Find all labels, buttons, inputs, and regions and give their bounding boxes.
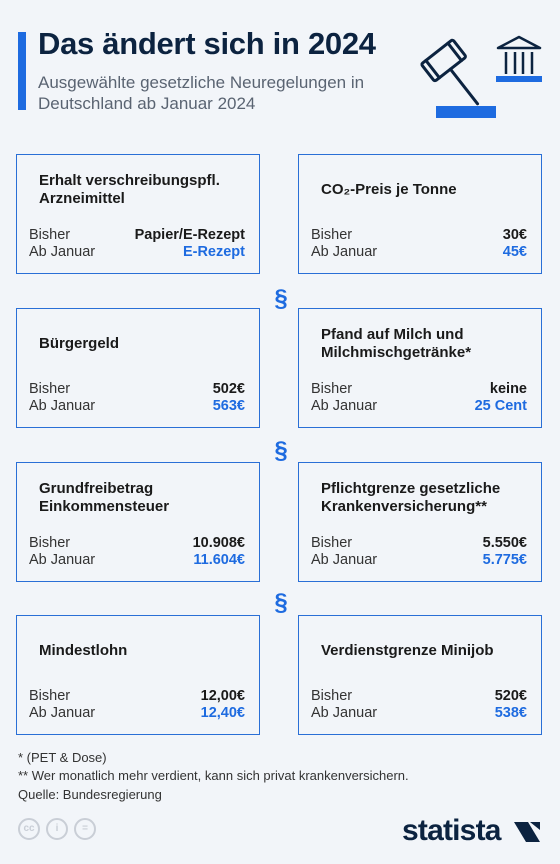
card-title: Bürgergeld xyxy=(39,335,120,352)
after-value: 538€ xyxy=(494,705,527,721)
source-note: Quelle: Bundesregierung xyxy=(18,787,162,802)
courthouse-icon xyxy=(496,35,542,82)
card-title: Pfand auf Milch und Milchmischgetränke* xyxy=(321,326,472,361)
card-prescription-drugs: Erhalt verschreibungspfl. Arzneimittel B… xyxy=(16,154,260,274)
after-value: E-Rezept xyxy=(182,244,245,260)
before-label: Bisher xyxy=(311,381,353,397)
after-label: Ab Januar xyxy=(29,244,96,260)
before-label: Bisher xyxy=(311,688,353,704)
before-label: Bisher xyxy=(311,227,353,243)
after-label: Ab Januar xyxy=(29,398,96,414)
after-value: 45€ xyxy=(502,244,527,260)
after-value: 12,40€ xyxy=(200,705,245,721)
attribution-icon[interactable]: i xyxy=(46,818,68,840)
no-derivatives-icon[interactable]: = xyxy=(74,818,96,840)
before-label: Bisher xyxy=(29,688,71,704)
page-subtitle: Ausgewählte gesetzliche Neuregelungen in… xyxy=(38,73,365,113)
after-label: Ab Januar xyxy=(311,705,378,721)
paragraph-icon: § xyxy=(274,285,288,312)
after-value: 11.604€ xyxy=(193,552,245,568)
before-label: Bisher xyxy=(29,535,71,551)
after-value: 5.775€ xyxy=(482,552,527,568)
after-value: 25 Cent xyxy=(474,398,527,414)
card-title: CO₂-Preis je Tonne xyxy=(321,181,457,198)
license-icons: cc i = xyxy=(18,818,96,840)
before-value: 12,00€ xyxy=(200,688,245,704)
statista-logo-icon[interactable] xyxy=(512,818,542,846)
title-accent-bar xyxy=(18,32,26,110)
before-value: 30€ xyxy=(502,227,527,243)
before-label: Bisher xyxy=(311,535,353,551)
after-label: Ab Januar xyxy=(29,552,96,568)
footnote-1: * (PET & Dose) xyxy=(18,750,107,765)
cc-icon[interactable]: cc xyxy=(18,818,40,840)
footnote-2: ** Wer monatlich mehr verdient, kann sic… xyxy=(18,768,409,783)
paragraph-icon: § xyxy=(274,589,288,616)
card-title: Erhalt verschreibungspfl. Arzneimittel xyxy=(39,172,220,207)
after-label: Ab Januar xyxy=(311,552,378,568)
before-value: 520€ xyxy=(494,688,527,704)
after-label: Ab Januar xyxy=(311,398,378,414)
before-value: 10.908€ xyxy=(192,535,245,551)
card-co2-price: CO₂-Preis je Tonne Bisher 30€ Ab Januar 45… xyxy=(298,154,542,274)
card-minimum-wage: Mindestlohn Bisher 12,00€ Ab Januar 12,40€ xyxy=(16,615,260,735)
page-title: Das ändert sich in 2024 xyxy=(38,26,376,61)
before-value: 5.550€ xyxy=(482,535,527,551)
before-label: Bisher xyxy=(29,227,71,243)
before-value: keine xyxy=(489,381,527,397)
before-label: Bisher xyxy=(29,381,71,397)
card-minijob-limit: Verdienstgrenze Minijob Bisher 520€ Ab Ja… xyxy=(298,615,542,735)
statista-logo[interactable]: statista xyxy=(402,814,501,847)
before-value: 502€ xyxy=(212,381,245,397)
card-title: Grundfreibetrag Einkommensteuer xyxy=(39,480,170,515)
card-title: Verdienstgrenze Minijob xyxy=(321,642,494,659)
after-label: Ab Januar xyxy=(311,244,378,260)
paragraph-icon: § xyxy=(274,437,288,464)
card-health-insurance-threshold: Pflichtgrenze gesetzliche Krankenversich… xyxy=(298,462,542,582)
card-title: Pflichtgrenze gesetzliche Krankenversich… xyxy=(321,480,501,515)
before-value: Papier/E-Rezept xyxy=(134,227,245,243)
card-title: Mindestlohn xyxy=(39,642,128,659)
card-tax-allowance: Grundfreibetrag Einkommensteuer Bisher 10… xyxy=(16,462,260,582)
card-milk-deposit: Pfand auf Milch und Milchmischgetränke* … xyxy=(298,308,542,428)
gavel-icon xyxy=(420,38,496,118)
card-buergergeld: Bürgergeld Bisher 502€ Ab Januar 563€ xyxy=(16,308,260,428)
after-label: Ab Januar xyxy=(29,705,96,721)
after-value: 563€ xyxy=(212,398,245,414)
